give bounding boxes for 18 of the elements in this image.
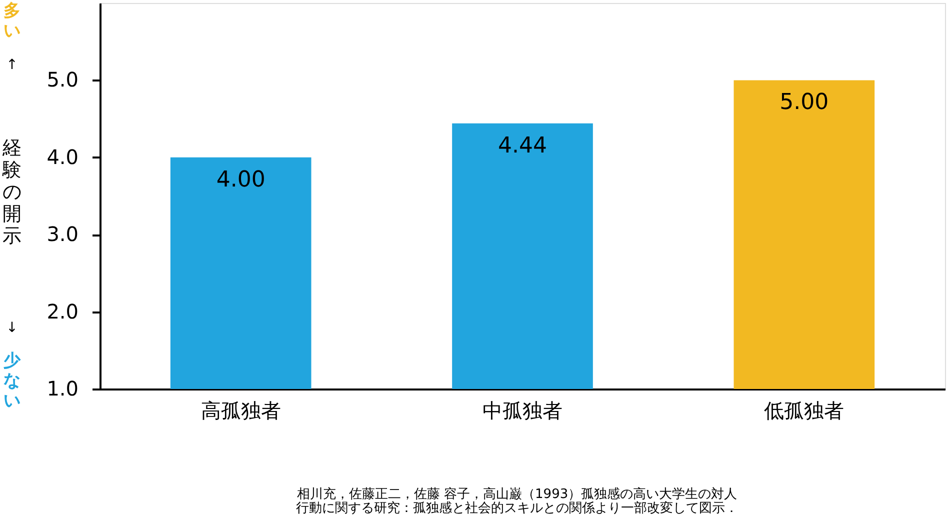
text: 相川充，佐藤正二，佐藤 容子，高山巌（1993）孤独感の高い大学生の対人: [296, 486, 738, 502]
text: ↑: [6, 57, 18, 73]
y-tick-label: 2.0: [46, 299, 78, 324]
text: 行動に関する研究：孤独感と社会的スキルとの関係より一部改変して図示．: [296, 500, 738, 516]
text: 多い: [4, 1, 20, 41]
y-tick-label: 4.0: [46, 144, 78, 169]
text: 少ない: [4, 351, 22, 411]
y-tick-label: 3.0: [46, 222, 78, 246]
y-tick-label: 1.0: [46, 376, 78, 400]
y-axis-title: 経験の開示: [2, 137, 22, 247]
x-tick-label: 高孤独者: [200, 398, 281, 422]
x-tick-label: 低孤独者: [764, 398, 844, 422]
data-label: 4.00: [216, 167, 266, 192]
x-tick-label: 中孤独者: [482, 398, 562, 422]
data-label: 5.00: [780, 90, 829, 116]
y-tick-label: 5.0: [46, 68, 78, 92]
text: ↓: [6, 320, 18, 336]
data-label: 4.44: [498, 133, 547, 158]
